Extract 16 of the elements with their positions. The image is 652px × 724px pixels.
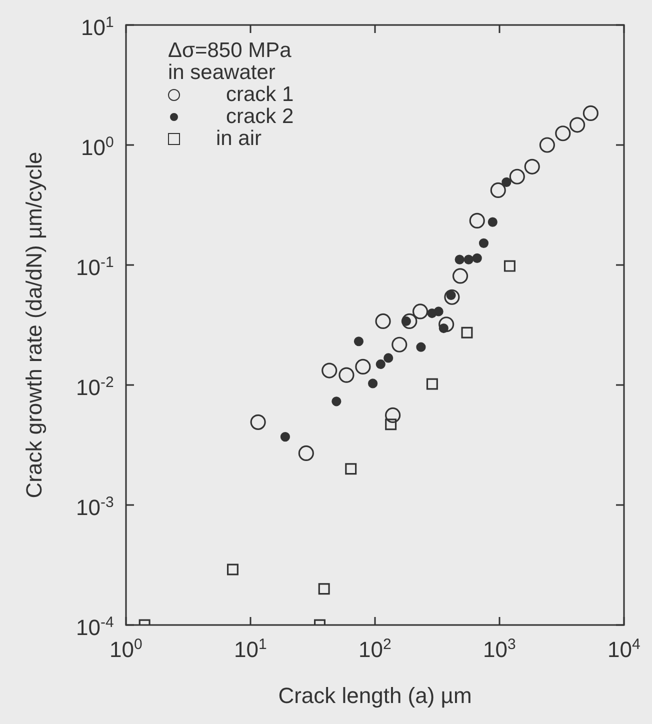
x-tick-label: 10$^{4}$ [608, 636, 640, 662]
x-tick-label: 10$^{2}$ [358, 636, 392, 662]
y-tick-label: 10$^{-3}$ [76, 494, 114, 520]
y-tick-label: 10$^{-2}$ [76, 374, 114, 400]
x-axis-title: Crack length (a) µm [278, 682, 472, 708]
legend-label: crack 2 [226, 105, 294, 128]
legend-label: crack 1 [226, 83, 294, 106]
annotation: Δσ=850 MPa [168, 39, 292, 62]
y-tick-label: 10$^{0}$ [81, 134, 114, 160]
x-tick-label: 10$^{1}$ [234, 636, 267, 662]
x-tick-label: 10$^{3}$ [483, 636, 516, 662]
annotation: in seawater [168, 61, 276, 84]
y-tick-label: 10$^{-1}$ [76, 254, 114, 280]
y-tick-label: 10$^{1}$ [81, 14, 114, 40]
legend-label: in air [216, 127, 262, 150]
y-axis-title: Crack growth rate (da/dN) µm/cycle [21, 152, 46, 498]
